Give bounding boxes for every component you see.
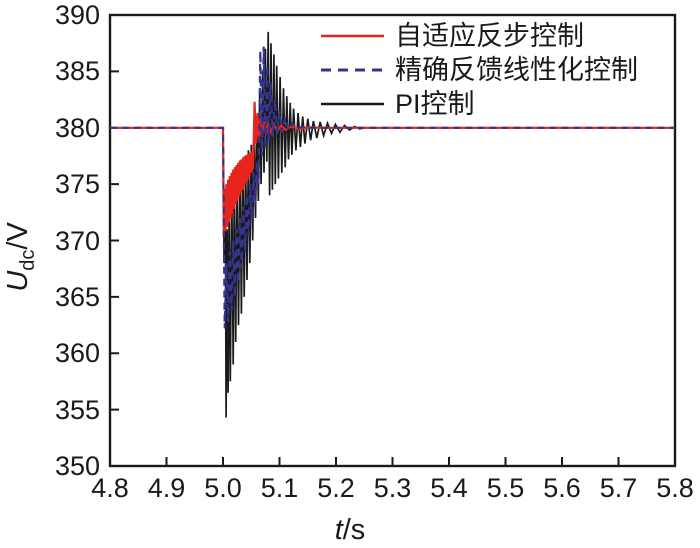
- legend: 自适应反步控制 精确反馈线性化控制 PI控制: [321, 19, 638, 121]
- y-axis-label: Udc/V: [2, 192, 39, 322]
- legend-item-exact-feedback-linearization: 精确反馈线性化控制: [321, 53, 638, 87]
- series-line-pi-control: [110, 31, 675, 418]
- solid-red-line-icon: [321, 34, 384, 38]
- x-axis-unit: /s: [342, 514, 366, 546]
- legend-item-pi-control: PI控制: [321, 87, 638, 121]
- y-axis-subscript: dc: [16, 249, 39, 271]
- series-line-adaptive-backstepping: [110, 101, 675, 238]
- legend-label: 自适应反步控制: [395, 20, 584, 51]
- legend-label: 精确反馈线性化控制: [395, 54, 638, 85]
- y-axis-symbol: U: [2, 270, 35, 292]
- legend-item-adaptive-backstepping: 自适应反步控制: [321, 19, 638, 53]
- series-line-exact-feedback-linearization: [110, 46, 675, 329]
- y-axis-unit: /V: [2, 222, 35, 250]
- legend-label: PI控制: [395, 88, 475, 119]
- dashed-blue-line-icon: [321, 68, 384, 72]
- x-axis-label: t/s: [0, 516, 700, 545]
- solid-black-line-icon: [321, 102, 384, 106]
- x-axis-symbol: t: [334, 514, 343, 546]
